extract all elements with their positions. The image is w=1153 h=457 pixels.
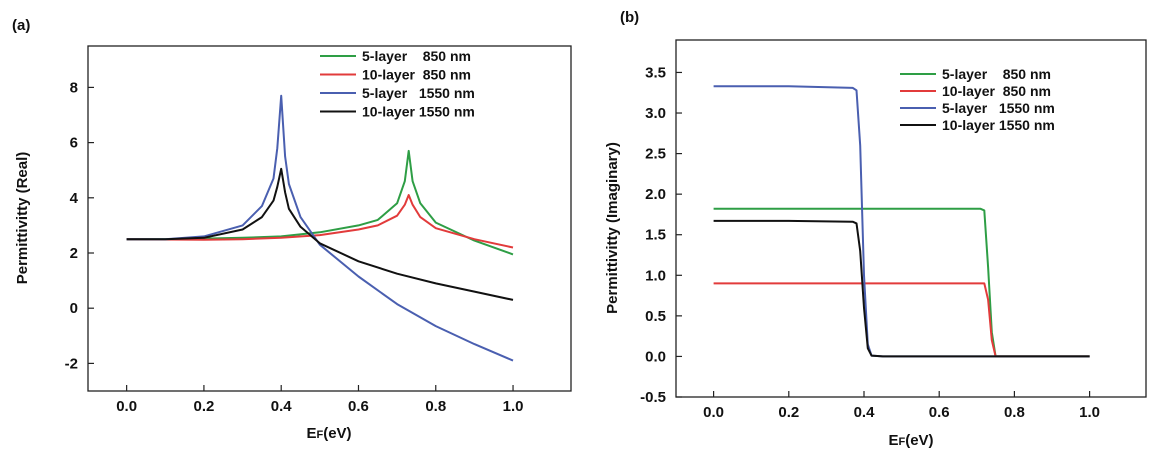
x-tick-label: 0.8 [1004, 404, 1025, 421]
x-tick-label: 0.4 [854, 404, 876, 421]
x-tick-label: 0.4 [271, 398, 293, 415]
x-tick-label: 0.0 [116, 398, 137, 415]
x-tick-label: 1.0 [1079, 404, 1100, 421]
series-line [126, 149, 514, 256]
legend-entry: 5-layer 1550 nm [942, 100, 1055, 116]
plot-frame-b [675, 39, 1147, 398]
series-line [713, 282, 1090, 358]
y-tick-label: 1.5 [645, 227, 666, 244]
series-line [126, 94, 514, 362]
axis-ticks-b: 0.0 0.2 0.4 0.6 0.8 1.0 -0.5 0.0 0.5 1.0 1.5 2.0 2.5… [640, 64, 1100, 421]
panel-label-a: (a) [12, 17, 30, 34]
legend-entry: 10-layer 850 nm [362, 67, 471, 83]
y-tick-label: 0.5 [645, 308, 666, 325]
series-line [126, 167, 514, 301]
series-lines-a [126, 94, 514, 362]
x-tick-label: 0.2 [193, 398, 214, 415]
y-tick-label: 6 [70, 135, 78, 152]
y-tick-label: -0.5 [640, 389, 666, 406]
x-tick-label: 0.6 [929, 404, 950, 421]
x-axis-title-b: EF(eV) [888, 432, 933, 449]
y-tick-label: 2.0 [645, 186, 666, 203]
legend-entry: 10-layer 1550 nm [362, 104, 475, 120]
y-tick-label: 2 [70, 245, 78, 262]
y-tick-label: 4 [70, 190, 79, 207]
legend-a: 5-layer 850 nm 10-layer 850 nm 5-layer 155… [320, 48, 475, 120]
x-tick-label: 0.8 [425, 398, 446, 415]
legend-entry: 5-layer 850 nm [942, 66, 1051, 82]
chart-panel-b: (b) 0.0 0.2 0.4 0.6 0.8 1.0 -0.5 0.0 0.5 1.0 1.5 2.… [604, 9, 1147, 449]
legend-entry: 10-layer 1550 nm [942, 117, 1055, 133]
x-tick-label: 1.0 [503, 398, 524, 415]
y-axis-title-b: Permittivitty (Imaginary) [604, 142, 621, 314]
y-tick-label: 0.0 [645, 348, 666, 365]
legend-entry: 5-layer 850 nm [362, 48, 471, 64]
series-lines-b [713, 85, 1090, 358]
y-tick-label: 1.0 [645, 267, 666, 284]
y-axis-title-a: Permittivitty (Real) [14, 152, 31, 285]
series-line [713, 219, 1090, 358]
x-tick-label: 0.2 [778, 404, 799, 421]
legend-entry: 10-layer 850 nm [942, 83, 1051, 99]
y-tick-label: 8 [70, 79, 78, 96]
chart-panel-a: (a) 0.0 0.2 0.4 0.6 0.8 1.0 -2 0 2 4 6 8 5-layer 85… [12, 17, 572, 442]
y-tick-label: 2.5 [645, 146, 666, 163]
x-axis-title-a: EF(eV) [306, 425, 351, 442]
y-tick-label: 3.0 [645, 105, 666, 122]
axis-ticks-a: 0.0 0.2 0.4 0.6 0.8 1.0 -2 0 2 4 6 8 [65, 79, 524, 415]
y-tick-label: -2 [65, 355, 78, 372]
y-tick-label: 0 [70, 300, 78, 317]
y-tick-label: 3.5 [645, 64, 666, 81]
x-tick-label: 0.0 [703, 404, 724, 421]
plot-frame-a [87, 45, 572, 392]
x-tick-label: 0.6 [348, 398, 369, 415]
series-line [126, 194, 514, 249]
panel-label-b: (b) [620, 9, 639, 26]
legend-entry: 5-layer 1550 nm [362, 85, 475, 101]
